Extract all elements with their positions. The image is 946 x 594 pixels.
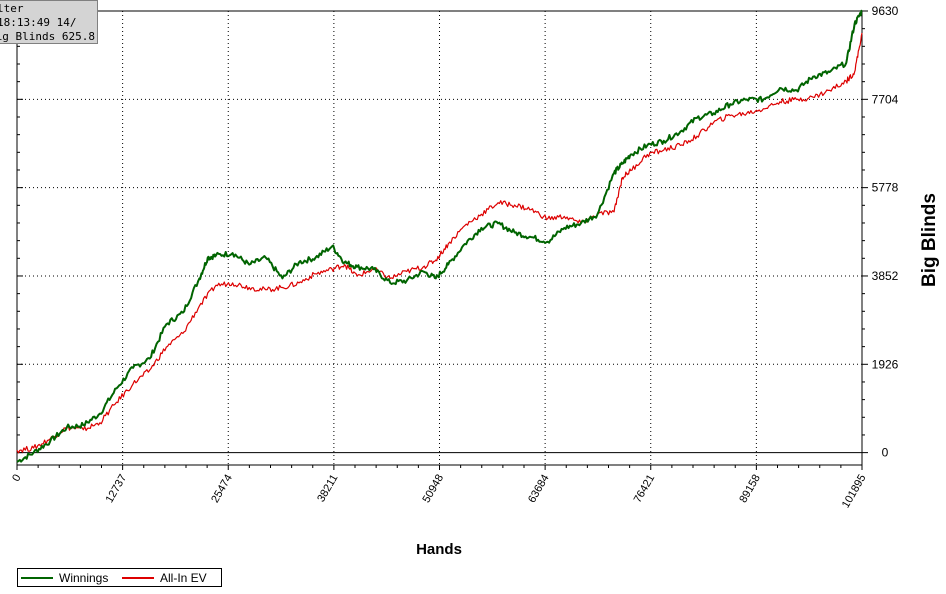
x-tick-label: 89158: [737, 473, 763, 505]
hover-tooltip: lter /14 18:13:49 625.8 Big Blinds: [0, 0, 98, 44]
series-line-all-in-ev: [16, 32, 863, 454]
x-tick-label: 63684: [526, 473, 552, 505]
x-axis-label: Hands: [416, 541, 462, 558]
legend-label-allin-ev: All-In EV: [160, 571, 207, 585]
tooltip-line-1: lter: [0, 2, 24, 15]
legend-item-allin-ev: All-In EV: [122, 571, 207, 585]
legend-swatch-winnings: [21, 577, 53, 579]
y-tick-label: 5778: [872, 181, 899, 195]
x-tick-label: 101895: [840, 473, 869, 511]
x-tick-label: 12737: [104, 473, 130, 505]
x-tick-label: 0: [10, 473, 23, 484]
y-tick-label: 9630: [872, 4, 899, 18]
series-lines: [16, 9, 863, 463]
y-tick-label: 7704: [872, 92, 899, 106]
legend-swatch-allin-ev: [122, 577, 154, 579]
grid-lines: [17, 11, 862, 465]
legend-label-winnings: Winnings: [59, 571, 109, 585]
x-tick-labels: 0 12737 25474 38211 50948 63684 76421 89158 1018…: [10, 473, 868, 511]
y-tick-labels: 0 1926 3852 5778 7704 9630: [872, 4, 899, 460]
plot-area: [17, 11, 862, 465]
y-tick-label: 3852: [872, 269, 899, 283]
series-line-winnings: [16, 9, 863, 463]
tooltip-line-2: /14 18:13:49: [0, 16, 77, 29]
y-tick-label: 0: [882, 446, 889, 460]
x-tick-label: 50948: [420, 473, 446, 505]
axes: [16, 10, 868, 470]
y-tick-label: 1926: [872, 357, 899, 371]
plot-frame: [16, 10, 863, 466]
x-tick-label: 38211: [315, 473, 340, 505]
x-tick-label: 76421: [632, 473, 658, 505]
legend: Winnings All-In EV: [17, 568, 222, 587]
x-tick-label: 25474: [209, 473, 235, 505]
y-axis-label: Big Blinds: [919, 193, 940, 287]
tooltip-line-3: 625.8 Big Blinds: [0, 30, 95, 43]
legend-item-winnings: Winnings: [21, 571, 108, 585]
